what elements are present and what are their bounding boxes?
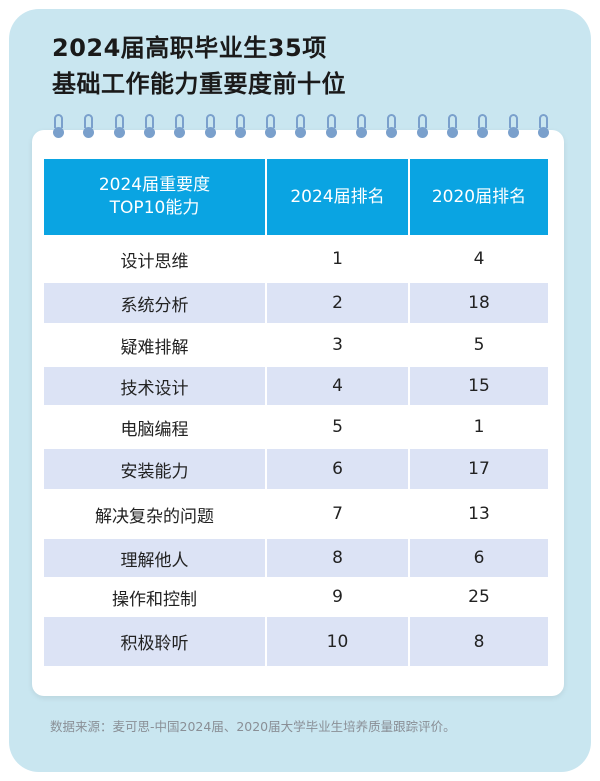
rank-2024-cell: 9: [266, 577, 410, 616]
title-line-2: 基础工作能力重要度前十位: [52, 70, 346, 98]
binder-ring-icon: [416, 114, 428, 138]
rank-2024-cell: 4: [266, 365, 410, 406]
table-row: 积极聆听 10 8: [44, 615, 548, 666]
binder-ring-icon: [143, 114, 155, 138]
title-line-1: 2024届高职毕业生35项: [52, 34, 327, 62]
rank-2020-cell: 25: [409, 577, 548, 616]
binder-ring-icon: [356, 114, 367, 138]
binder-ring-icon: [234, 114, 246, 138]
rank-2020-cell: 18: [409, 281, 548, 324]
rank-2024-cell: 8: [266, 537, 410, 578]
rank-2024-cell: 6: [266, 447, 410, 490]
binder-rings: [32, 114, 564, 146]
rank-2024-cell: 2: [266, 281, 410, 324]
binder-ring-icon: [537, 114, 549, 138]
rank-2024-cell: 5: [266, 405, 410, 448]
ability-cell: 操作和控制: [44, 577, 267, 616]
binder-ring-icon: [477, 114, 489, 138]
rank-2020-cell: 17: [409, 447, 548, 490]
rank-2024-cell: 3: [266, 323, 410, 366]
rank-2020-cell: 13: [409, 489, 548, 538]
header-rank-2024: 2024届排名: [266, 159, 410, 236]
binder-ring-icon: [295, 114, 307, 138]
rank-2024-cell: 7: [266, 489, 410, 538]
header-ability-line-1: 2024届重要度: [98, 175, 211, 195]
rank-2020-cell: 5: [409, 323, 548, 366]
rank-2020-cell: 8: [409, 615, 548, 666]
binder-ring-icon: [204, 114, 216, 138]
ability-cell: 解决复杂的问题: [44, 489, 267, 538]
rank-2020-cell: 6: [409, 537, 548, 578]
table-row: 设计思维 1 4: [44, 235, 548, 282]
table-row: 解决复杂的问题 7 13: [44, 489, 548, 538]
rank-2024-cell: 10: [266, 615, 410, 666]
binder-ring-icon: [265, 114, 277, 138]
rank-2024-cell: 1: [266, 235, 410, 282]
table-header-row: 2024届重要度 TOP10能力 2024届排名 2020届排名: [44, 159, 548, 236]
rank-2020-cell: 1: [409, 405, 548, 448]
page-title: 2024届高职毕业生35项 基础工作能力重要度前十位: [52, 30, 346, 102]
rank-2020-cell: 15: [409, 365, 548, 406]
binder-ring-icon: [446, 114, 458, 138]
table-row: 技术设计 4 15: [44, 365, 548, 406]
table-row: 系统分析 2 18: [44, 281, 548, 324]
table-row: 理解他人 8 6: [44, 537, 548, 578]
header-rank-2020: 2020届排名: [409, 159, 548, 236]
binder-ring-icon: [174, 114, 186, 138]
ability-ranking-table: 2024届重要度 TOP10能力 2024届排名 2020届排名 设计思维 1 4 系…: [44, 159, 548, 666]
binder-ring-icon: [83, 114, 95, 138]
ability-cell: 电脑编程: [44, 405, 267, 448]
table-row: 安装能力 6 17: [44, 447, 548, 490]
ability-cell: 技术设计: [44, 365, 267, 406]
table-row: 电脑编程 5 1: [44, 405, 548, 448]
rank-2020-cell: 4: [409, 235, 548, 282]
ability-cell: 理解他人: [44, 537, 267, 578]
ability-cell: 设计思维: [44, 235, 267, 282]
ability-cell: 疑难排解: [44, 323, 267, 366]
ability-cell: 安装能力: [44, 447, 267, 490]
header-ability-line-2: TOP10能力: [109, 198, 200, 218]
ability-cell: 积极聆听: [44, 615, 267, 666]
header-ability: 2024届重要度 TOP10能力: [44, 159, 267, 236]
binder-ring-icon: [386, 114, 398, 138]
binder-ring-icon: [113, 114, 125, 138]
data-source-note: 数据来源：麦可思-中国2024届、2020届大学毕业生培养质量跟踪评价。: [50, 719, 456, 734]
binder-ring-icon: [325, 114, 337, 138]
ability-cell: 系统分析: [44, 281, 267, 324]
binder-ring-icon: [507, 114, 519, 138]
binder-ring-icon: [53, 114, 64, 138]
table-row: 疑难排解 3 5: [44, 323, 548, 366]
table-row: 操作和控制 9 25: [44, 577, 548, 616]
